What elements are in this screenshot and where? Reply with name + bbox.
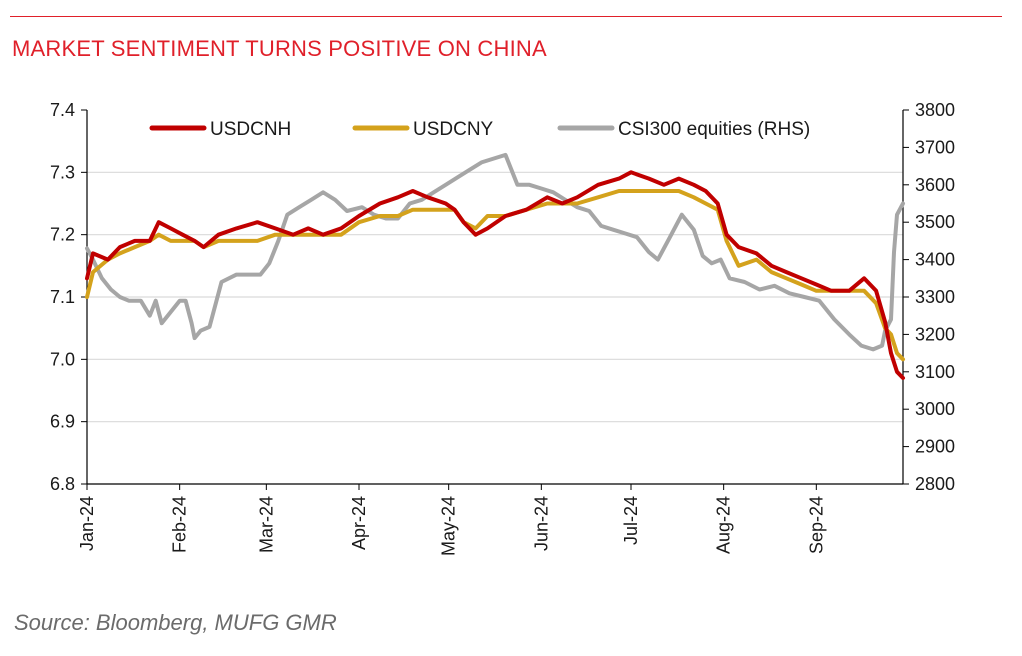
- y2-tick-label: 3600: [915, 175, 955, 195]
- y-tick-label: 6.8: [50, 474, 75, 494]
- x-tick-label: Sep-24: [806, 496, 826, 554]
- x-tick-label: Jul-24: [621, 496, 641, 545]
- y2-tick-label: 2800: [915, 474, 955, 494]
- top-rule: [10, 16, 1002, 17]
- y-tick-label: 7.0: [50, 349, 75, 369]
- y-tick-label: 7.2: [50, 225, 75, 245]
- y2-tick-label: 3800: [915, 100, 955, 120]
- y-tick-label: 7.1: [50, 287, 75, 307]
- source-note: Source: Bloomberg, MUFG GMR: [14, 610, 337, 635]
- x-tick-label: Feb-24: [170, 496, 190, 553]
- grid-lines: [87, 171, 903, 423]
- series-line-csi300-equities-rhs: [85, 152, 905, 352]
- series-line-usdcny: [85, 189, 905, 362]
- y-tick-label: 7.4: [50, 100, 75, 120]
- x-tick-label: Aug-24: [714, 496, 734, 554]
- y2-tick-label: 3400: [915, 250, 955, 270]
- y-tick-label: 7.3: [50, 162, 75, 182]
- y-axis-left-ticks: 7.4 7.3 7.2 7.1 7.0 6.9 6.8: [50, 100, 87, 494]
- legend-label: CSI300 equities (RHS): [618, 119, 810, 140]
- x-tick-label: Mar-24: [256, 496, 276, 553]
- y-tick-label: 6.9: [50, 412, 75, 432]
- y2-tick-label: 3100: [915, 362, 955, 382]
- line-chart: 7.4 7.3 7.2 7.1 7.0 6.9 6.8 3800 3700 3600 3500 34…: [50, 100, 955, 556]
- y2-tick-label: 3300: [915, 287, 955, 307]
- legend-label: USDCNH: [210, 119, 291, 140]
- chart-title: MARKET SENTIMENT TURNS POSITIVE ON CHINA: [12, 36, 547, 61]
- x-axis-ticks: Jan-24 Feb-24 Mar-24 Apr-24 May-24 Jun-24 Jul-…: [77, 484, 826, 556]
- series-line-usdcnh: [85, 170, 905, 380]
- x-tick-label: Apr-24: [349, 496, 369, 550]
- x-tick-label: May-24: [439, 496, 459, 556]
- y2-tick-label: 2900: [915, 437, 955, 457]
- y2-tick-label: 3700: [915, 137, 955, 157]
- y2-tick-label: 3200: [915, 324, 955, 344]
- y-axis-right-ticks: 3800 3700 3600 3500 3400 3300 3200 3100 3000 2900…: [903, 100, 955, 494]
- legend-label: USDCNY: [413, 119, 494, 140]
- y2-tick-label: 3000: [915, 399, 955, 419]
- x-tick-label: Jun-24: [531, 496, 551, 551]
- series-lines: [85, 152, 905, 380]
- x-tick-label: Jan-24: [77, 496, 97, 551]
- y2-tick-label: 3500: [915, 212, 955, 232]
- legend: USDCNH USDCNY CSI300 equities (RHS): [149, 119, 810, 140]
